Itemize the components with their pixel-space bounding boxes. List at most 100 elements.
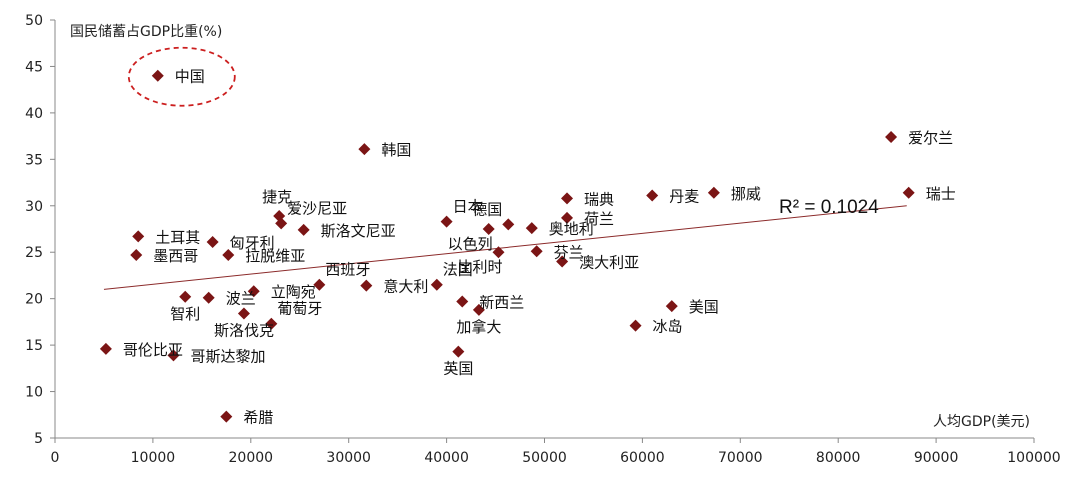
- data-point: [502, 218, 515, 231]
- data-point: [482, 223, 495, 235]
- data-point: [885, 131, 898, 144]
- data-point: [130, 249, 143, 262]
- point-label: 以色列: [448, 235, 493, 253]
- point-label: 中国: [175, 68, 205, 86]
- x-tick-label: 10000: [131, 450, 176, 466]
- point-label: 哥伦比亚: [123, 341, 183, 359]
- point-label: 哥斯达黎加: [190, 347, 265, 365]
- point-label: 丹麦: [669, 188, 699, 206]
- y-tick-label: 25: [25, 245, 43, 261]
- data-point: [167, 349, 180, 362]
- point-label: 日本: [453, 198, 483, 216]
- data-point: [275, 217, 288, 230]
- x-tick-label: 50000: [522, 450, 567, 466]
- data-point: [297, 223, 310, 236]
- y-tick-label: 35: [25, 152, 43, 168]
- data-point: [220, 410, 233, 423]
- y-tick-label: 45: [25, 59, 43, 75]
- point-label: 爱沙尼亚: [287, 199, 347, 217]
- data-point: [556, 255, 569, 268]
- point-label: 芬兰: [554, 243, 584, 261]
- data-point: [472, 303, 485, 316]
- point-label: 加拿大: [456, 318, 501, 336]
- point-label: 土耳其: [155, 228, 200, 246]
- x-axis-title: 人均GDP(美元): [933, 414, 1030, 430]
- x-tick-label: 40000: [424, 450, 469, 466]
- point-label: 法国: [443, 261, 473, 279]
- y-tick-label: 20: [25, 292, 43, 308]
- point-label: 希腊: [243, 409, 273, 427]
- r-squared-label: R² = 0.1024: [779, 197, 879, 218]
- y-tick-label: 50: [25, 13, 43, 29]
- data-point: [132, 230, 145, 243]
- y-tick-label: 15: [25, 338, 43, 354]
- point-label: 德国: [472, 200, 502, 218]
- data-point: [179, 290, 192, 303]
- point-label: 英国: [443, 360, 473, 378]
- data-point: [440, 215, 453, 228]
- y-tick-label: 40: [25, 106, 43, 122]
- data-point: [902, 186, 915, 199]
- data-point: [360, 279, 373, 292]
- data-point: [358, 143, 371, 156]
- data-point: [561, 211, 574, 224]
- data-point: [151, 69, 164, 82]
- china-highlight-ellipse: [127, 46, 236, 107]
- point-label: 西班牙: [325, 261, 370, 279]
- point-label: 葡萄牙: [277, 300, 322, 318]
- point-label: 拉脱维亚: [245, 247, 305, 265]
- y-tick-label: 5: [34, 431, 43, 447]
- x-tick-label: 70000: [718, 450, 763, 466]
- x-tick-label: 20000: [229, 450, 274, 466]
- point-label: 荷兰: [584, 210, 614, 228]
- data-point: [452, 345, 465, 358]
- trendline: [103, 205, 907, 290]
- data-point: [629, 319, 642, 332]
- point-label: 瑞典: [584, 190, 614, 208]
- point-label: 韩国: [381, 141, 411, 159]
- y-tick-label: 10: [25, 385, 43, 401]
- point-label: 挪威: [731, 185, 761, 203]
- x-tick-label: 80000: [816, 450, 861, 466]
- data-points: [99, 69, 915, 423]
- point-label: 澳大利亚: [579, 254, 639, 272]
- point-label: 立陶宛: [271, 283, 316, 301]
- x-tick-label: 90000: [914, 450, 959, 466]
- point-label: 瑞士: [926, 185, 956, 203]
- data-point: [247, 285, 260, 298]
- data-point: [646, 189, 659, 202]
- data-point: [237, 307, 250, 320]
- data-point: [313, 278, 326, 291]
- data-point: [202, 291, 215, 304]
- point-label: 意大利: [383, 278, 428, 296]
- point-label: 奥地利: [549, 220, 594, 238]
- data-point: [492, 246, 505, 259]
- point-label: 匈牙利: [230, 234, 275, 252]
- data-point: [707, 186, 720, 199]
- x-axis-ticks: 0 10000 20000 30000 40000 50000 60000 70000 8000…: [51, 438, 1061, 466]
- data-point: [525, 222, 538, 235]
- point-label: 美国: [689, 298, 719, 316]
- point-label: 新西兰: [479, 293, 524, 311]
- data-point: [265, 317, 278, 330]
- x-tick-label: 30000: [326, 450, 371, 466]
- data-point: [456, 295, 469, 308]
- point-label: 冰岛: [653, 318, 683, 336]
- data-point: [430, 278, 443, 291]
- y-tick-label: 30: [25, 199, 43, 215]
- data-point: [222, 249, 235, 262]
- point-label: 捷克: [262, 188, 292, 206]
- point-label: 墨西哥: [153, 247, 198, 265]
- data-point: [561, 192, 574, 205]
- point-label: 智利: [170, 305, 200, 323]
- x-tick-label: 60000: [620, 450, 665, 466]
- data-point: [206, 236, 219, 249]
- point-label: 比利时: [457, 258, 502, 276]
- y-axis-ticks: 5 10 15 20 25 30 35 40 45 50: [25, 13, 55, 447]
- data-point: [665, 300, 678, 313]
- x-tick-label: 100000: [1007, 450, 1060, 466]
- point-label: 斯洛伐克: [214, 322, 274, 340]
- data-point: [530, 245, 543, 258]
